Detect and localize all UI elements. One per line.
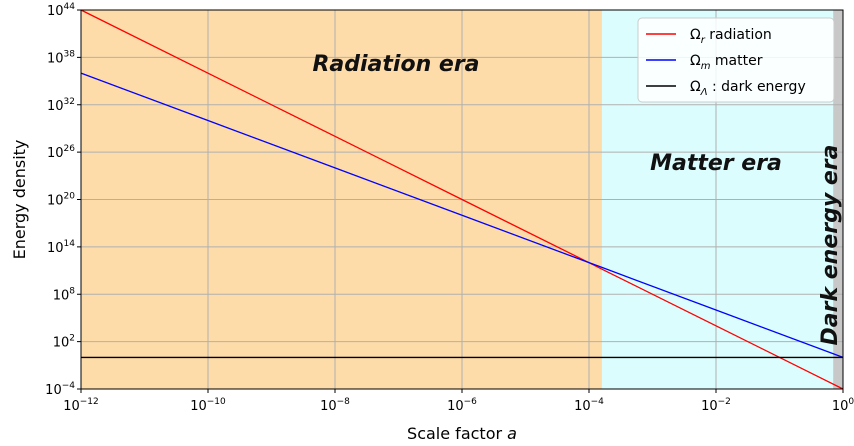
y-tick-label: 1014 — [47, 239, 75, 256]
x-tick-label: 10−4 — [574, 397, 604, 414]
legend-label-m: Ωm matter — [690, 53, 763, 72]
era-labels: Radiation era Matter era Dark energy era — [312, 52, 843, 345]
legend-label-r: Ωr radiation — [690, 27, 772, 46]
y-tick-label: 1026 — [47, 144, 75, 161]
y-tick-label: 10−4 — [45, 381, 75, 398]
y-tick-label: 1044 — [47, 2, 75, 19]
y-tick-label: 1038 — [47, 49, 75, 66]
x-tick-label: 10−8 — [320, 397, 350, 414]
x-tick-label: 10−10 — [190, 397, 226, 414]
legend-box — [637, 17, 835, 103]
x-tick-label: 100 — [832, 397, 854, 414]
era-label-0: Radiation era — [312, 52, 479, 77]
y-axis-ticks: 10−4 102 108 1014 1020 1026 1032 1038 1044 — [45, 2, 81, 398]
x-tick-label: 10−12 — [63, 397, 99, 414]
y-tick-label: 1020 — [47, 192, 75, 209]
era-label-2: Dark energy era — [818, 145, 843, 346]
x-axis-label: Scale factor a — [407, 424, 517, 443]
era-label-1: Matter era — [650, 151, 782, 176]
y-tick-label: 102 — [53, 334, 75, 351]
legend: Ωr radiation Ωm matter ΩΛ : dark energy — [637, 17, 835, 103]
y-tick-label: 1032 — [47, 97, 75, 114]
series-line-r — [80, 9, 844, 390]
series-lines — [80, 9, 844, 390]
legend-label-Λ: ΩΛ : dark energy — [690, 79, 806, 98]
y-axis-label: Energy density — [10, 140, 29, 260]
x-axis-ticks: 10−12 10−10 10−8 10−6 10−4 10−2 100 — [63, 389, 854, 414]
x-tick-label: 10−2 — [701, 397, 731, 414]
y-tick-label: 108 — [53, 286, 76, 303]
series-line-m — [80, 72, 844, 359]
x-tick-label: 10−6 — [447, 397, 477, 414]
